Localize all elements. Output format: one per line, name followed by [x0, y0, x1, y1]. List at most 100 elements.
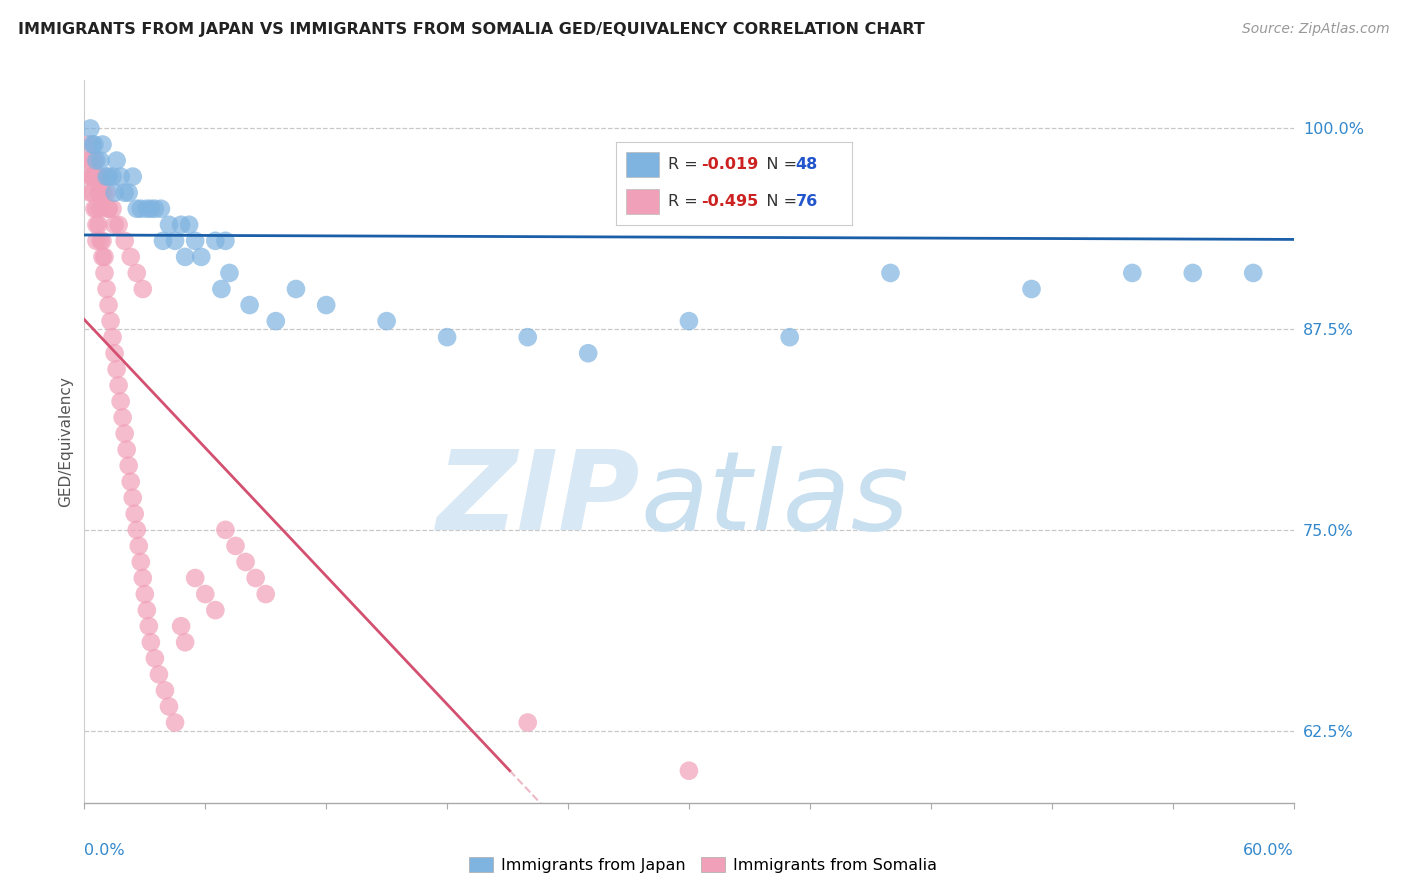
Point — [114, 234, 136, 248]
Point — [101, 202, 124, 216]
Point — [516, 715, 538, 730]
Point — [83, 137, 105, 152]
Text: N =: N = — [751, 194, 801, 209]
Point — [86, 218, 108, 232]
Point — [129, 555, 152, 569]
Point — [89, 186, 111, 200]
Point — [107, 218, 129, 232]
Point — [165, 715, 187, 730]
Point — [153, 683, 176, 698]
Point — [157, 699, 180, 714]
Point — [135, 603, 157, 617]
Point — [118, 186, 141, 200]
Text: IMMIGRANTS FROM JAPAN VS IMMIGRANTS FROM SOMALIA GED/EQUIVALENCY CORRELATION CHA: IMMIGRANTS FROM JAPAN VS IMMIGRANTS FROM… — [18, 22, 925, 37]
Point — [105, 362, 128, 376]
Point — [107, 378, 129, 392]
Point — [91, 137, 114, 152]
Point — [101, 330, 124, 344]
Point — [97, 169, 120, 184]
Point — [82, 186, 104, 200]
Point — [118, 458, 141, 473]
Point — [194, 587, 217, 601]
Text: -0.019: -0.019 — [702, 157, 758, 171]
Point — [82, 169, 104, 184]
Point — [170, 218, 193, 232]
Point — [83, 153, 105, 168]
Point — [83, 169, 105, 184]
Point — [1021, 282, 1043, 296]
Point — [93, 266, 115, 280]
Point — [96, 186, 118, 200]
Bar — [626, 152, 659, 177]
Point — [82, 137, 104, 152]
Point — [576, 346, 599, 360]
Point — [678, 764, 700, 778]
Point — [148, 667, 170, 681]
Point — [97, 202, 120, 216]
Point — [204, 603, 226, 617]
Point — [89, 202, 111, 216]
Point — [87, 186, 110, 200]
Point — [235, 555, 257, 569]
Point — [239, 298, 262, 312]
Point — [134, 587, 156, 601]
Point — [218, 266, 240, 280]
Point — [436, 330, 458, 344]
Point — [254, 587, 277, 601]
Point — [79, 169, 101, 184]
Point — [139, 635, 162, 649]
Point — [104, 186, 127, 200]
Point — [184, 571, 207, 585]
Point — [204, 234, 226, 248]
Point — [149, 202, 172, 216]
Text: ZIP: ZIP — [437, 446, 641, 553]
Point — [315, 298, 337, 312]
Point — [165, 234, 187, 248]
Point — [114, 426, 136, 441]
Point — [225, 539, 247, 553]
Point — [77, 137, 100, 152]
Text: 0.0%: 0.0% — [84, 843, 125, 858]
Point — [1181, 266, 1204, 280]
Point — [132, 571, 155, 585]
Point — [120, 250, 142, 264]
Point — [91, 234, 114, 248]
Text: -0.495: -0.495 — [702, 194, 758, 209]
Point — [157, 218, 180, 232]
Text: 76: 76 — [796, 194, 818, 209]
Point — [879, 266, 901, 280]
Point — [89, 153, 111, 168]
Point — [121, 169, 143, 184]
Legend: Immigrants from Japan, Immigrants from Somalia: Immigrants from Japan, Immigrants from S… — [463, 851, 943, 880]
Point — [91, 186, 114, 200]
Point — [89, 234, 111, 248]
Point — [86, 234, 108, 248]
Point — [125, 202, 148, 216]
Text: Source: ZipAtlas.com: Source: ZipAtlas.com — [1241, 22, 1389, 37]
Point — [138, 619, 160, 633]
Text: 48: 48 — [796, 157, 818, 171]
Point — [125, 266, 148, 280]
Text: 60.0%: 60.0% — [1243, 843, 1294, 858]
Point — [120, 475, 142, 489]
Point — [139, 202, 162, 216]
Y-axis label: GED/Equivalency: GED/Equivalency — [58, 376, 73, 507]
Point — [89, 169, 111, 184]
Point — [678, 314, 700, 328]
Point — [214, 523, 236, 537]
Point — [104, 218, 127, 232]
Point — [96, 282, 118, 296]
Point — [83, 202, 105, 216]
Point — [110, 394, 132, 409]
Text: atlas: atlas — [641, 446, 910, 553]
Point — [129, 202, 152, 216]
Point — [97, 202, 120, 216]
Point — [93, 250, 115, 264]
Point — [214, 234, 236, 248]
Point — [245, 571, 267, 585]
Point — [110, 169, 132, 184]
Point — [86, 153, 108, 168]
Point — [152, 234, 174, 248]
Point — [82, 169, 104, 184]
Point — [121, 491, 143, 505]
